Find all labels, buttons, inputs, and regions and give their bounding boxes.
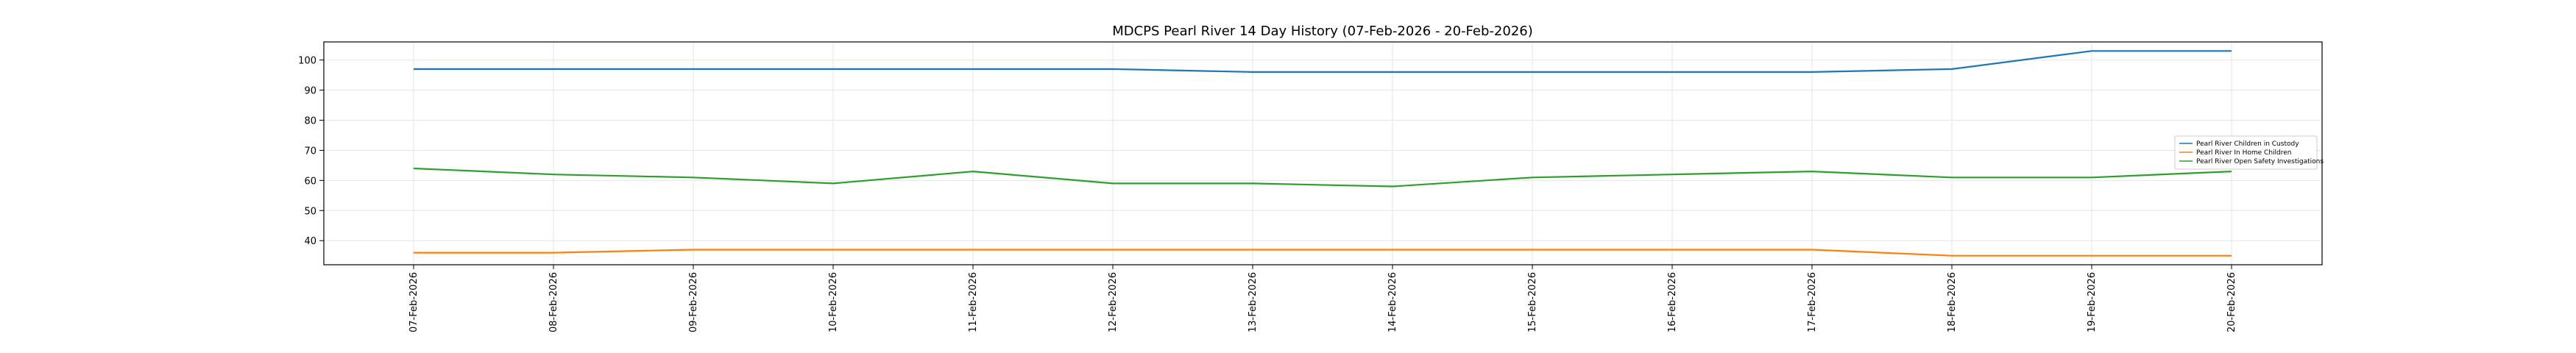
- plot-frame: [323, 41, 2323, 265]
- x-tick-label: 08-Feb-2026: [548, 272, 559, 332]
- y-tick-label: 100: [298, 56, 316, 67]
- x-axis: 07-Feb-2026 08-Feb-2026 09-Feb-2026 10-Feb-…: [408, 265, 2237, 332]
- x-tick-label: 17-Feb-2026: [1807, 272, 1818, 332]
- legend-label: Pearl River Open Safety Investigations: [2196, 158, 2324, 165]
- x-tick-label: 19-Feb-2026: [2087, 272, 2098, 332]
- series-line-2: [414, 249, 2232, 257]
- x-tick-label: 09-Feb-2026: [688, 272, 699, 332]
- x-tick-label: 12-Feb-2026: [1108, 272, 1119, 332]
- legend-label: Pearl River Children in Custody: [2196, 140, 2299, 148]
- x-tick-label: 13-Feb-2026: [1248, 272, 1259, 332]
- y-tick-label: 60: [304, 176, 316, 187]
- x-tick-label: 10-Feb-2026: [828, 272, 839, 332]
- x-tick-label: 18-Feb-2026: [1947, 272, 1958, 332]
- series-lines: [413, 50, 2232, 257]
- x-tick-label: 14-Feb-2026: [1387, 272, 1398, 332]
- x-tick-label: 20-Feb-2026: [2226, 272, 2237, 332]
- x-tick-label: 16-Feb-2026: [1667, 272, 1678, 332]
- grid: [324, 42, 2322, 265]
- legend-box: [2174, 135, 2318, 170]
- y-tick-label: 40: [304, 236, 316, 247]
- legend-label: Pearl River In Home Children: [2196, 149, 2292, 157]
- y-tick-label: 50: [304, 206, 316, 217]
- y-axis: 40 50 60 70 80 90 100: [298, 56, 324, 247]
- y-tick-label: 70: [304, 146, 316, 157]
- y-tick-label: 80: [304, 115, 316, 126]
- series-line-3: [413, 167, 2232, 188]
- x-tick-label: 07-Feb-2026: [408, 272, 420, 332]
- chart-title: MDCPS Pearl River 14 Day History (07-Feb…: [1112, 24, 1533, 39]
- series-line-1: [414, 50, 2232, 74]
- x-tick-label: 11-Feb-2026: [968, 272, 979, 332]
- x-tick-label: 15-Feb-2026: [1527, 272, 1538, 332]
- y-tick-label: 90: [304, 86, 316, 97]
